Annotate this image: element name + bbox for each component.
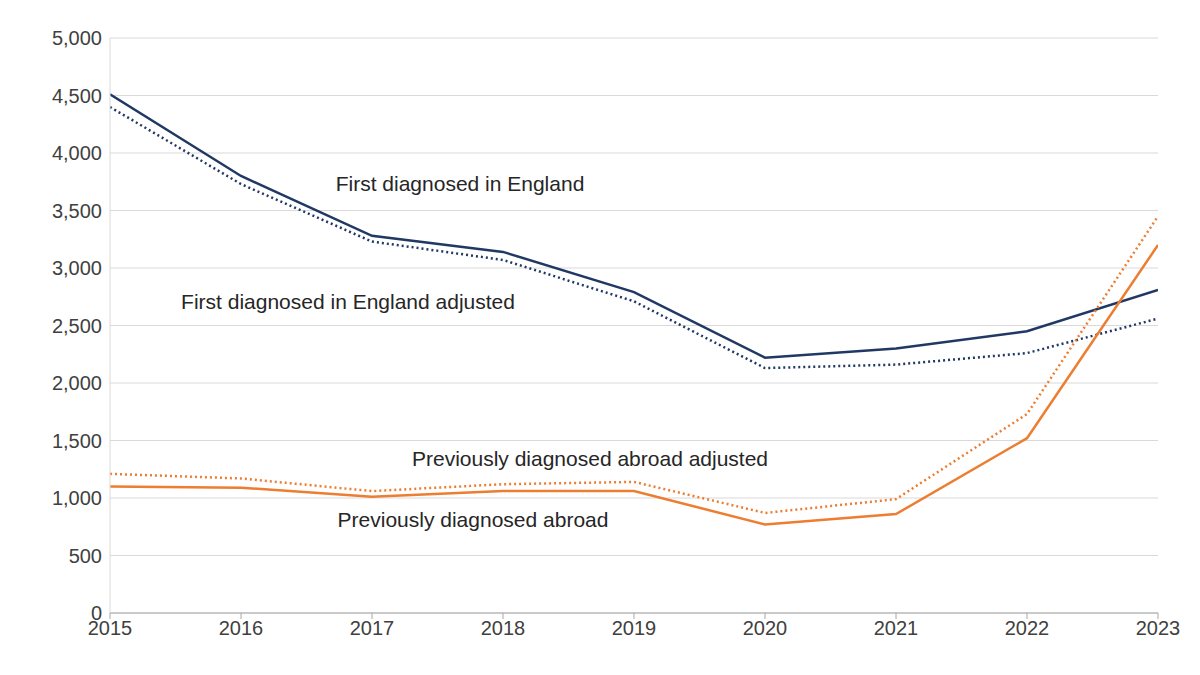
svg-text:1,500: 1,500 bbox=[52, 430, 102, 452]
html-text:First diagnosed in England: First diagnosed in England bbox=[335, 172, 585, 195]
svg-text:4,500: 4,500 bbox=[52, 85, 102, 107]
svg-text:2,500: 2,500 bbox=[52, 315, 102, 337]
svg-text:2017: 2017 bbox=[350, 617, 395, 639]
svg-text:2018: 2018 bbox=[481, 617, 526, 639]
svg-text:2015: 2015 bbox=[87, 617, 133, 640]
svg-text:3,500: 3,500 bbox=[52, 200, 102, 222]
svg-text:2,000: 2,000 bbox=[52, 372, 102, 394]
svg-text:2021: 2021 bbox=[874, 617, 919, 639]
svg-text:2023: 2023 bbox=[1136, 617, 1181, 639]
svg-text:2022: 2022 bbox=[1005, 617, 1050, 639]
svg-text:2016: 2016 bbox=[219, 617, 264, 639]
html-text:Previously diagnosed abroad: Previously diagnosed abroad bbox=[337, 508, 609, 531]
svg-text:2020: 2020 bbox=[743, 617, 788, 639]
svg-text:500: 500 bbox=[69, 545, 102, 567]
svg-text:5,000: 5,000 bbox=[52, 27, 102, 49]
svg-text:2019: 2019 bbox=[612, 617, 657, 639]
svg-text:0: 0 bbox=[91, 602, 102, 624]
svg-text:4,000: 4,000 bbox=[52, 142, 102, 164]
svg-text:3,000: 3,000 bbox=[52, 257, 102, 279]
html-text:First diagnosed in England adj: First diagnosed in England adjusted bbox=[181, 290, 515, 313]
html-text:Previously diagnosed abroad ad: Previously diagnosed abroad adjusted bbox=[412, 447, 768, 470]
svg-text:1,000: 1,000 bbox=[52, 487, 102, 509]
